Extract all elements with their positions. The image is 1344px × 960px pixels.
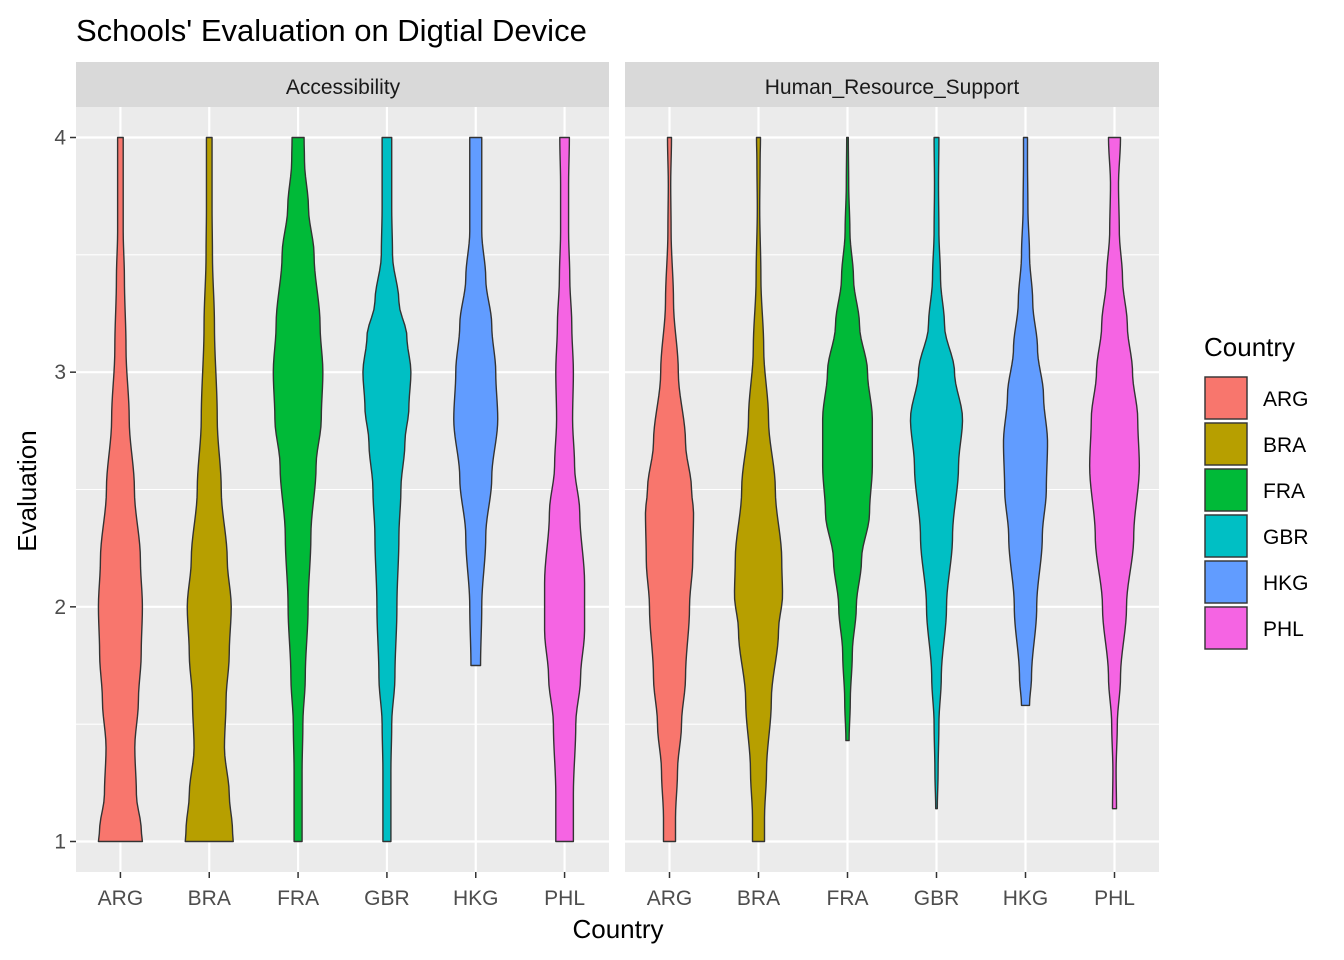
legend-label-gbr: GBR [1263,526,1309,549]
x-tick-label-hkg: HKG [1003,887,1049,910]
y-axis-title: Evaluation [12,430,42,551]
x-tick-label-hkg: HKG [453,887,499,910]
legend-label-hkg: HKG [1263,572,1309,595]
violin-accessibility-hkg [453,136,499,667]
y-tick-label: 4 [54,127,66,150]
violin-human-resource-support-bra [733,136,784,843]
violin-accessibility-phl [543,136,586,843]
legend-swatch-arg [1204,376,1248,420]
legend-swatch-gbr [1204,514,1248,558]
x-tick-label-gbr: GBR [364,887,410,910]
x-tick-label-gbr: GBR [914,887,960,910]
violin-human-resource-support-fra [821,136,874,742]
y-tick-label: 3 [54,361,66,384]
facet-strip [625,62,1159,107]
facet-panel-human-resource-support [625,62,1159,872]
violin-accessibility-arg [97,136,144,843]
x-tick-label-arg: ARG [647,887,693,910]
x-tick-label-arg: ARG [98,887,144,910]
x-tick-label-phl: PHL [544,887,585,910]
legend-swatch-fra [1204,468,1248,512]
violin-human-resource-support-arg [644,136,695,843]
chart-title: Schools' Evaluation on Digtial Device [76,13,587,48]
x-tick-label-phl: PHL [1094,887,1135,910]
violin-accessibility-gbr [362,136,412,843]
legend-label-fra: FRA [1263,480,1305,503]
legend: Country ARG BRA FRA GBR HKG PHL [1204,332,1309,650]
violin-human-resource-support-phl [1088,136,1141,810]
violin-human-resource-support-gbr [909,136,964,810]
legend-title: Country [1204,332,1295,362]
y-tick-label: 2 [54,596,66,619]
legend-swatch-phl [1204,606,1248,650]
facet-panel-accessibility [76,62,609,872]
legend-swatch-bra [1204,422,1248,466]
facet-strip [76,62,609,107]
y-tick-label: 1 [54,830,66,853]
x-tick-label-fra: FRA [277,887,319,910]
x-axis: ARG BRA FRA GBR HKG PHL ARG BRA FRA GBR HKG PHL [98,872,1135,910]
x-axis-title: Country [572,914,663,944]
violin-accessibility-bra [184,136,234,843]
legend-label-arg: ARG [1263,388,1309,411]
x-tick-label-bra: BRA [737,887,780,910]
legend-label-phl: PHL [1263,618,1304,641]
legend-label-bra: BRA [1263,434,1306,457]
facet-strip-label-human-resource-support: Human_Resource_Support [765,76,1020,99]
y-axis: 1 2 3 4 [54,127,76,853]
facet-strip-label-accessibility: Accessibility [286,76,401,99]
legend-swatch-hkg [1204,560,1248,604]
x-tick-label-fra: FRA [827,887,869,910]
violin-accessibility-fra [272,136,324,843]
x-tick-label-bra: BRA [188,887,231,910]
violin-human-resource-support-hkg [1002,136,1049,707]
